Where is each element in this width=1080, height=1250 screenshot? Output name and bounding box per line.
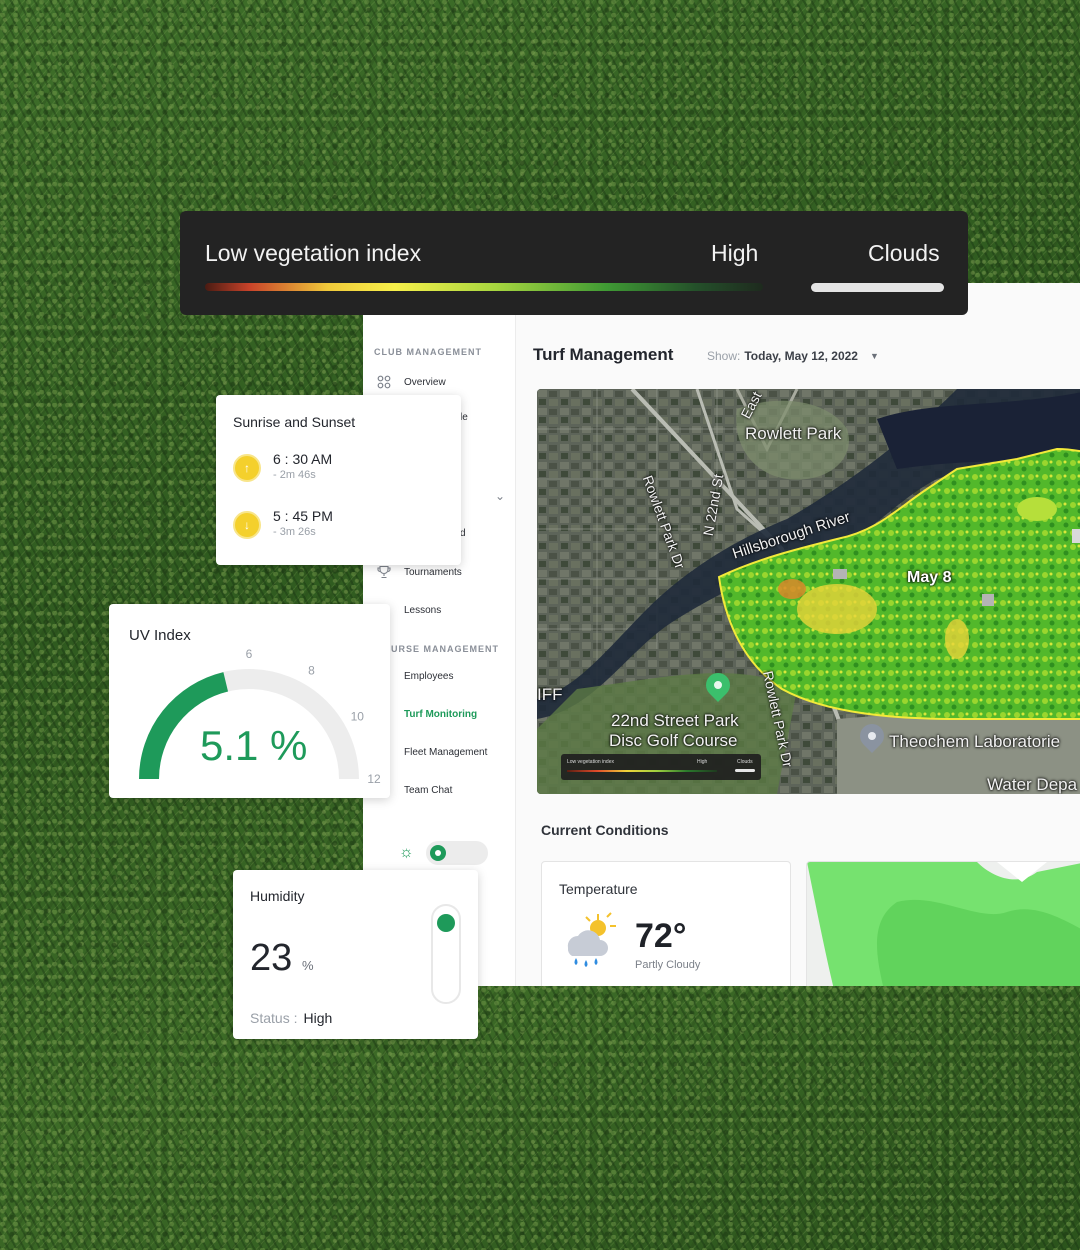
grid-icon bbox=[377, 375, 391, 389]
caret-down-icon: ▼ bbox=[869, 351, 879, 361]
temperature-title: Temperature bbox=[559, 881, 638, 897]
uv-tick-label: 12 bbox=[367, 772, 381, 786]
sidebar-item-team-chat[interactable]: Team Chat bbox=[377, 781, 452, 799]
current-conditions-title: Current Conditions bbox=[541, 822, 669, 838]
humidity-slider[interactable] bbox=[431, 904, 461, 1004]
humidity-value: 23 bbox=[250, 937, 293, 979]
sunset-arrow-down-icon: ↓ bbox=[233, 511, 261, 539]
uv-gauge: 6 8 10 12 bbox=[139, 647, 381, 786]
mini-legend-clouds: Clouds bbox=[737, 759, 753, 765]
map-label-rowlett-park: Rowlett Park bbox=[745, 424, 842, 443]
mini-legend-high: High bbox=[697, 759, 708, 765]
sidebar-expand-toggle[interactable]: ⌄ bbox=[493, 487, 507, 505]
humidity-status: Status : High bbox=[250, 1010, 332, 1026]
temperature-description: Partly Cloudy bbox=[635, 959, 701, 971]
map-label-water: Water Depa bbox=[987, 775, 1078, 794]
sidebar-item-label: Lessons bbox=[404, 604, 442, 616]
sidebar-item-label: Employees bbox=[404, 670, 454, 682]
temperature-value: 72° bbox=[635, 917, 687, 955]
map-label-disc-golf-1: 22nd Street Park bbox=[611, 711, 739, 730]
turf-map[interactable]: Rowlett Park East Rowlett Park Dr N 22nd… bbox=[537, 389, 1080, 794]
humidity-status-label: Status : bbox=[250, 1010, 298, 1026]
legend-high-label: High bbox=[711, 240, 759, 266]
map-label-iff: IFF bbox=[537, 685, 563, 704]
legend-low-label: Low vegetation index bbox=[205, 240, 422, 266]
sidebar-item-label: d bbox=[460, 527, 466, 539]
legend-clouds-label: Clouds bbox=[868, 240, 940, 266]
sunrise-time: 6 : 30 AM bbox=[273, 451, 333, 467]
chevron-down-icon: ⌄ bbox=[494, 489, 506, 503]
sidebar-item-overview[interactable]: Overview bbox=[377, 373, 446, 391]
temperature-card: Temperature 72° Partly Cloudy bbox=[541, 861, 791, 986]
trophy-icon bbox=[377, 565, 391, 579]
theme-switch-group: ☼ bbox=[399, 841, 488, 865]
theme-toggle-knob[interactable] bbox=[429, 845, 446, 861]
date-filter[interactable]: Show: Today, May 12, 2022 ▼ bbox=[707, 349, 879, 363]
humidity-card: Humidity 23 % Status : High bbox=[233, 870, 478, 1039]
mini-legend-low: Low vegetation index bbox=[567, 759, 614, 765]
partly-cloudy-rain-icon bbox=[558, 910, 618, 970]
sunrise-row: ↑ 6 : 30 AM - 2m 46s bbox=[233, 451, 332, 482]
vegetation-legend: Low vegetation index High Clouds bbox=[180, 211, 968, 315]
map-label-disc-golf-2: Disc Golf Course bbox=[609, 731, 738, 750]
mini-legend-gradient bbox=[567, 770, 717, 772]
date-filter-label: Show: bbox=[707, 349, 741, 363]
map-mini-legend: Low vegetation index High Clouds bbox=[561, 754, 761, 780]
humidity-status-value: High bbox=[303, 1010, 333, 1026]
sidebar-item-label: Fleet Management bbox=[404, 746, 488, 758]
sidebar-section-course: URSE MANAGEMENT bbox=[391, 644, 500, 654]
legend-gradient-bar bbox=[205, 283, 763, 291]
uv-index-value: 5.1 % bbox=[200, 722, 308, 769]
map-imagery bbox=[537, 389, 1080, 794]
sidebar-item-label: Turf Monitoring bbox=[404, 708, 478, 720]
theme-toggle[interactable] bbox=[425, 841, 488, 865]
sunset-time: 5 : 45 PM bbox=[273, 508, 333, 524]
sidebar-item-label: le bbox=[460, 411, 468, 423]
radar-imagery bbox=[807, 862, 1080, 986]
sunset-delta: - 3m 26s bbox=[273, 526, 316, 538]
sidebar-item-fleet-management[interactable]: Fleet Management bbox=[377, 743, 487, 761]
legend-clouds-bar bbox=[811, 283, 944, 292]
main-content: Turf Management Show: Today, May 12, 202… bbox=[516, 283, 1080, 986]
humidity-slider-knob[interactable] bbox=[437, 914, 455, 932]
uv-index-card: UV Index 6 8 10 12 5.1 % bbox=[109, 604, 390, 798]
map-label-theochem: Theochem Laboratorie bbox=[889, 732, 1061, 751]
page-title: Turf Management bbox=[533, 345, 674, 364]
humidity-title: Humidity bbox=[250, 888, 305, 904]
map-label-date: May 8 bbox=[907, 569, 952, 586]
sidebar-item-turf-monitoring[interactable]: Turf Monitoring bbox=[377, 705, 477, 723]
uv-tick-label: 10 bbox=[351, 710, 365, 724]
weather-radar-map[interactable] bbox=[806, 861, 1080, 986]
sunrise-delta: - 2m 46s bbox=[273, 469, 316, 481]
date-filter-value: Today, May 12, 2022 bbox=[744, 349, 858, 363]
humidity-unit: % bbox=[302, 958, 314, 973]
sunrise-arrow-up-icon: ↑ bbox=[233, 454, 261, 482]
sidebar-item-label: Tournaments bbox=[404, 566, 462, 578]
mini-legend-clouds-bar bbox=[735, 769, 755, 772]
sidebar-item-label: Team Chat bbox=[404, 784, 453, 796]
sidebar-section-club: CLUB MANAGEMENT bbox=[374, 347, 482, 357]
dashboard-window: CLUB MANAGEMENT Overview ▦ le ⌄ ⚑ d Tour… bbox=[363, 283, 1080, 986]
sunrise-sunset-title: Sunrise and Sunset bbox=[233, 414, 356, 430]
uv-gauge-fill bbox=[139, 672, 229, 780]
sunrise-sunset-card: Sunrise and Sunset ↑ 6 : 30 AM - 2m 46s … bbox=[216, 395, 461, 565]
sidebar-item-employees[interactable]: Employees bbox=[377, 667, 453, 685]
sunset-row: ↓ 5 : 45 PM - 3m 26s bbox=[233, 508, 333, 539]
sidebar-item-lessons[interactable]: Lessons bbox=[377, 601, 441, 619]
uv-index-title: UV Index bbox=[129, 627, 191, 644]
sun-icon: ☼ bbox=[399, 844, 414, 861]
sidebar-item-label: Overview bbox=[404, 376, 446, 388]
uv-tick-label: 8 bbox=[308, 664, 315, 678]
sidebar-item-tournaments[interactable]: Tournaments bbox=[377, 563, 462, 581]
uv-tick-label: 6 bbox=[246, 647, 253, 661]
